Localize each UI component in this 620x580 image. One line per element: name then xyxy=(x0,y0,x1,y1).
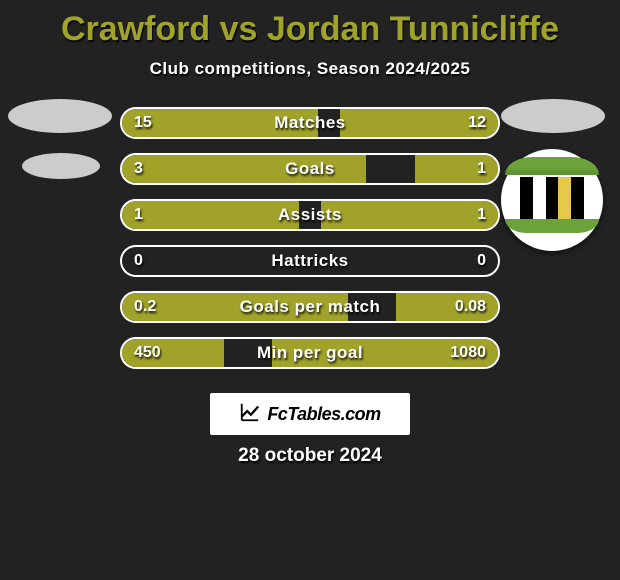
stat-value-right: 1 xyxy=(477,201,486,229)
stat-value-right: 0.08 xyxy=(455,293,486,321)
stat-value-left: 1 xyxy=(134,201,143,229)
stat-bars: 1512Matches31Goals11Assists00Hattricks0.… xyxy=(120,107,500,369)
bar-fill-right xyxy=(321,201,498,229)
stat-value-left: 3 xyxy=(134,155,143,183)
bar-fill-left xyxy=(122,155,366,183)
stat-bar: 1512Matches xyxy=(120,107,500,139)
stat-bar: 0.20.08Goals per match xyxy=(120,291,500,323)
club-badge xyxy=(501,149,603,251)
brand-text: FcTables.com xyxy=(267,404,380,425)
date-text: 28 october 2024 xyxy=(0,445,620,467)
stat-bar: 4501080Min per goal xyxy=(120,337,500,369)
player-avatar-placeholder xyxy=(8,99,112,133)
stat-value-left: 0 xyxy=(134,247,143,275)
comparison-card: Crawford vs Jordan Tunnicliffe Club comp… xyxy=(0,0,620,467)
stat-value-right: 0 xyxy=(477,247,486,275)
stat-value-right: 1 xyxy=(477,155,486,183)
left-player-column xyxy=(8,99,112,179)
player-avatar-placeholder xyxy=(501,99,605,133)
stat-value-left: 0.2 xyxy=(134,293,156,321)
chart-icon xyxy=(239,401,261,428)
right-player-column xyxy=(501,99,605,251)
stat-value-left: 15 xyxy=(134,109,152,137)
bar-fill-left xyxy=(122,201,299,229)
stat-value-right: 1080 xyxy=(450,339,486,367)
stat-value-left: 450 xyxy=(134,339,161,367)
stat-value-right: 12 xyxy=(468,109,486,137)
stat-label: Hattricks xyxy=(122,247,498,275)
brand-logo[interactable]: FcTables.com xyxy=(210,393,410,435)
stat-bar: 31Goals xyxy=(120,153,500,185)
stat-bar: 0 0Hattricks xyxy=(120,245,500,277)
stat-bar: 11Assists xyxy=(120,199,500,231)
stats-area: 1512Matches31Goals11Assists00Hattricks0.… xyxy=(0,107,620,369)
subtitle: Club competitions, Season 2024/2025 xyxy=(0,59,620,79)
page-title: Crawford vs Jordan Tunnicliffe xyxy=(0,10,620,49)
club-badge-placeholder xyxy=(22,153,100,179)
